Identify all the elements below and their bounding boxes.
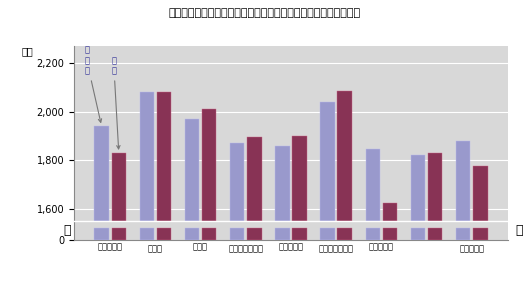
Bar xyxy=(411,155,425,221)
Text: 〜: 〜 xyxy=(515,224,523,237)
Bar xyxy=(185,119,199,221)
Text: 卸小売業飲食店: 卸小売業飲食店 xyxy=(318,245,353,253)
Bar xyxy=(382,203,397,221)
Bar xyxy=(140,92,154,221)
Bar xyxy=(247,228,261,240)
Text: 電気ガス水道業: 電気ガス水道業 xyxy=(229,245,263,253)
Text: 運輸通信業: 運輸通信業 xyxy=(278,242,304,251)
Bar xyxy=(275,146,289,221)
Text: 時間: 時間 xyxy=(22,46,34,56)
Text: 調査産業計: 調査産業計 xyxy=(98,242,123,251)
Bar xyxy=(456,141,470,221)
Text: 製造業: 製造業 xyxy=(193,242,208,251)
Bar xyxy=(428,153,442,221)
Text: 金融保険業: 金融保険業 xyxy=(369,242,394,251)
Bar xyxy=(366,149,380,221)
Text: サービス業: サービス業 xyxy=(459,245,484,253)
Bar xyxy=(94,126,109,221)
Text: 〜: 〜 xyxy=(63,224,71,237)
Bar xyxy=(112,153,126,221)
Bar xyxy=(94,228,109,240)
Bar xyxy=(202,109,216,221)
Bar xyxy=(321,228,335,240)
Bar xyxy=(382,228,397,240)
Bar xyxy=(366,228,380,240)
Bar xyxy=(473,166,488,221)
Bar xyxy=(293,228,307,240)
Bar xyxy=(230,143,244,221)
Bar xyxy=(456,228,470,240)
Bar xyxy=(157,92,171,221)
Bar xyxy=(338,91,352,221)
Bar xyxy=(338,228,352,240)
Bar xyxy=(202,228,216,240)
Text: 鳥
取
県: 鳥 取 県 xyxy=(84,46,102,122)
Bar xyxy=(473,228,488,240)
Bar xyxy=(230,228,244,240)
Bar xyxy=(247,137,261,221)
Bar xyxy=(275,228,289,240)
Bar xyxy=(411,228,425,240)
Text: 全
国: 全 国 xyxy=(111,56,120,149)
Bar xyxy=(112,228,126,240)
Bar xyxy=(293,136,307,221)
Text: 建設業: 建設業 xyxy=(148,245,163,253)
Bar xyxy=(185,228,199,240)
Text: 図６　総実労働時間（年間）の全国との産業別比較（５人以上）: 図６ 総実労働時間（年間）の全国との産業別比較（５人以上） xyxy=(168,8,361,18)
Bar xyxy=(157,228,171,240)
Bar xyxy=(140,228,154,240)
Bar xyxy=(428,228,442,240)
Bar xyxy=(321,102,335,221)
